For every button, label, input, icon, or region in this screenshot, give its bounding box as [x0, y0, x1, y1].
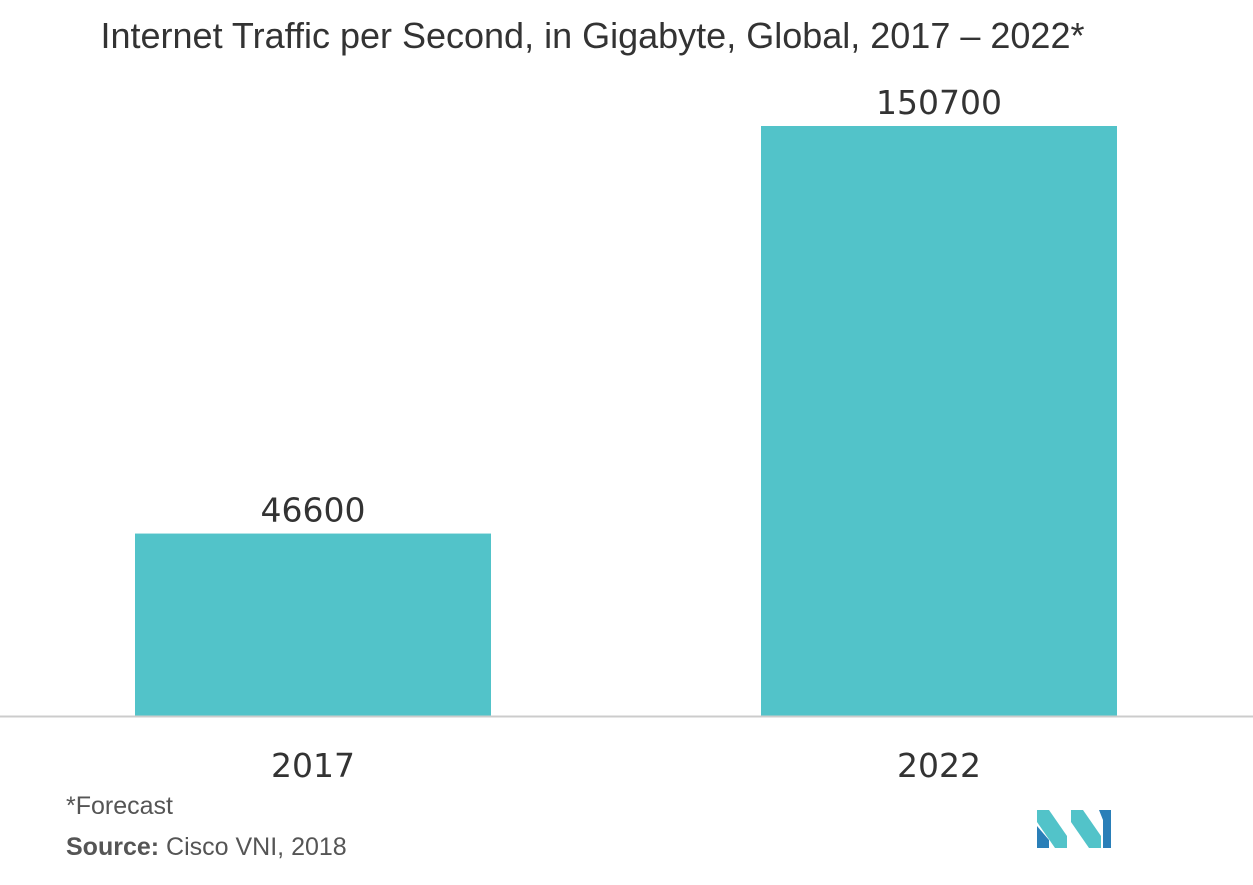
bar-2017 — [135, 533, 491, 716]
data-label-2017: 46600 — [261, 491, 366, 530]
source-text: Cisco VNI, 2018 — [159, 833, 347, 861]
mordor-intelligence-logo-icon — [1037, 810, 1111, 848]
chart-title: Internet Traffic per Second, in Gigabyte… — [100, 15, 1085, 56]
data-label-2022: 150700 — [876, 83, 1002, 122]
bar-2022 — [761, 126, 1117, 716]
x-tick-label-2022: 2022 — [897, 746, 981, 785]
source-label: Source: — [66, 833, 160, 861]
source-note: Source: Cisco VNI, 2018 — [66, 833, 347, 862]
forecast-footnote: *Forecast — [66, 792, 173, 820]
x-tick-label-2017: 2017 — [271, 746, 355, 785]
